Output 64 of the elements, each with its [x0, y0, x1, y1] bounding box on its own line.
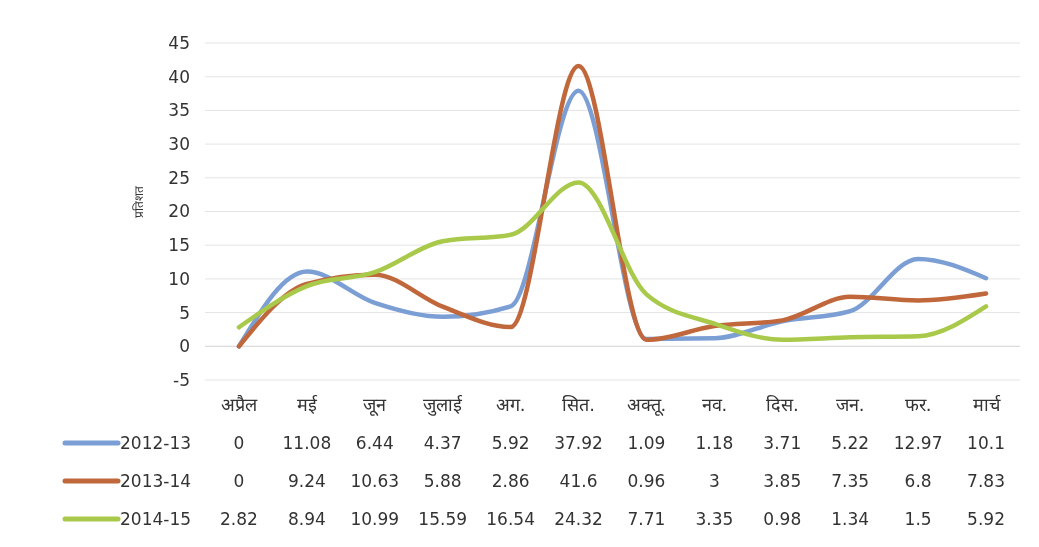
y-tick-label: 20 — [168, 201, 190, 222]
data-label: 7.35 — [831, 470, 870, 491]
x-tick-label: जन. — [835, 394, 865, 416]
data-label: 1.34 — [831, 508, 870, 529]
data-label: 1.18 — [695, 432, 734, 453]
x-tick-label: नव. — [701, 394, 728, 416]
x-tick-label: जून — [363, 394, 388, 417]
data-label: 10.63 — [350, 470, 400, 491]
data-label: 10.99 — [350, 508, 400, 529]
data-label: 5.92 — [967, 508, 1005, 529]
x-tick-label: अप्रैल — [220, 394, 258, 416]
y-tick-label: 40 — [168, 66, 190, 87]
y-tick-label: -5 — [173, 369, 190, 390]
data-label: 7.83 — [967, 470, 1005, 491]
data-label: 2.86 — [491, 470, 530, 491]
data-label: 11.08 — [282, 432, 332, 453]
data-label: 10.1 — [967, 432, 1005, 453]
data-label: 6.44 — [355, 432, 394, 453]
data-label: 5.88 — [423, 470, 462, 491]
x-tick-label: जुलाई — [423, 394, 464, 417]
x-tick-label: दिस. — [765, 394, 799, 416]
data-label: 15.59 — [418, 508, 468, 529]
data-label: 5.22 — [831, 432, 870, 453]
data-label: 9.24 — [287, 470, 326, 491]
data-label: 5.92 — [491, 432, 530, 453]
data-label: 0.98 — [763, 508, 802, 529]
legend-label: 2013-14 — [120, 470, 192, 491]
data-label: 3.35 — [695, 508, 734, 529]
data-label: 37.92 — [554, 432, 603, 453]
legend-label: 2014-15 — [120, 508, 192, 529]
data-label: 3.71 — [763, 432, 802, 453]
x-tick-label: मार्च — [972, 394, 1001, 416]
line-series — [236, 180, 989, 342]
data-label: 41.6 — [559, 470, 598, 491]
data-label: 24.32 — [554, 508, 603, 529]
data-label: 0.96 — [627, 470, 666, 491]
y-axis-title: प्रतिशत — [132, 184, 146, 218]
y-tick-label: 45 — [168, 32, 190, 53]
legend-label: 2012-13 — [120, 432, 192, 453]
data-label: 16.54 — [486, 508, 535, 529]
y-tick-label: 10 — [168, 268, 190, 289]
y-tick-label: 15 — [168, 235, 190, 256]
x-tick-label: सित. — [562, 394, 595, 416]
y-tick-label: 5 — [179, 302, 190, 323]
x-tick-label: अक्तू. — [626, 394, 667, 417]
data-label: 4.37 — [423, 432, 462, 453]
data-label: 1.09 — [627, 432, 666, 453]
y-tick-label: 35 — [168, 100, 190, 121]
y-tick-label: 25 — [168, 167, 190, 188]
x-tick-label: फर. — [904, 394, 932, 416]
data-label: 8.94 — [287, 508, 326, 529]
data-label: 0 — [233, 432, 245, 453]
data-label: 1.5 — [904, 508, 932, 529]
data-label: 3 — [708, 470, 720, 491]
y-tick-label: 30 — [168, 134, 190, 155]
data-label: 12.97 — [893, 432, 943, 453]
x-tick-label: अग. — [495, 394, 526, 416]
x-tick-label: मई — [296, 394, 318, 416]
data-label: 2.82 — [220, 508, 258, 529]
data-label: 0 — [233, 470, 245, 491]
y-tick-label: 0 — [179, 336, 190, 357]
data-label: 6.8 — [904, 470, 932, 491]
data-label: 7.71 — [627, 508, 666, 529]
data-label: 3.85 — [763, 470, 802, 491]
